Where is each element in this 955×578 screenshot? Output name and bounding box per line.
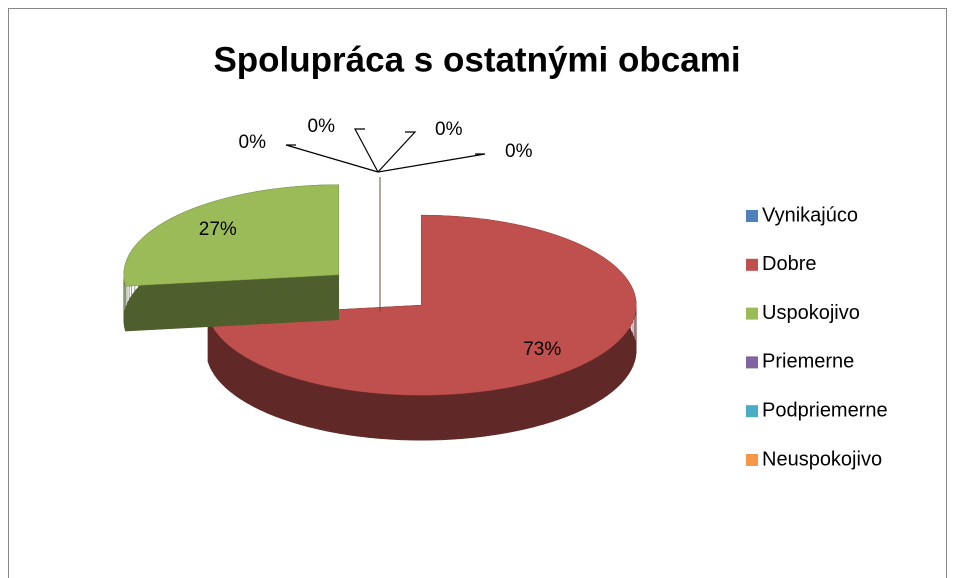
data-label: 0% bbox=[239, 132, 267, 153]
legend-label: Dobre bbox=[762, 253, 816, 275]
slice bbox=[123, 184, 339, 287]
legend-swatch bbox=[746, 454, 758, 466]
data-label: 27% bbox=[199, 219, 237, 240]
data-label: 0% bbox=[505, 141, 533, 162]
data-label: 73% bbox=[523, 339, 561, 360]
legend-label: Priemerne bbox=[762, 351, 854, 373]
slice bbox=[207, 214, 637, 396]
leader-line bbox=[377, 153, 486, 173]
leader-line bbox=[285, 144, 379, 173]
leader-line bbox=[377, 131, 417, 173]
legend-swatch bbox=[746, 405, 758, 418]
data-label: 0% bbox=[308, 116, 336, 137]
legend-label: Podpriemerne bbox=[762, 399, 888, 421]
legend-swatch bbox=[746, 307, 758, 320]
legend-label: Uspokojivo bbox=[762, 302, 860, 324]
chart-title: Spolupráca s ostatnými obcami bbox=[213, 40, 740, 79]
legend-label: Vynikajúco bbox=[762, 204, 858, 226]
legend-swatch bbox=[746, 356, 758, 369]
legend-label: Neuspokojivo bbox=[762, 448, 882, 470]
leader-line bbox=[353, 128, 379, 173]
legend-swatch bbox=[746, 258, 758, 271]
data-label: 0% bbox=[435, 119, 463, 140]
legend-swatch bbox=[746, 210, 758, 222]
